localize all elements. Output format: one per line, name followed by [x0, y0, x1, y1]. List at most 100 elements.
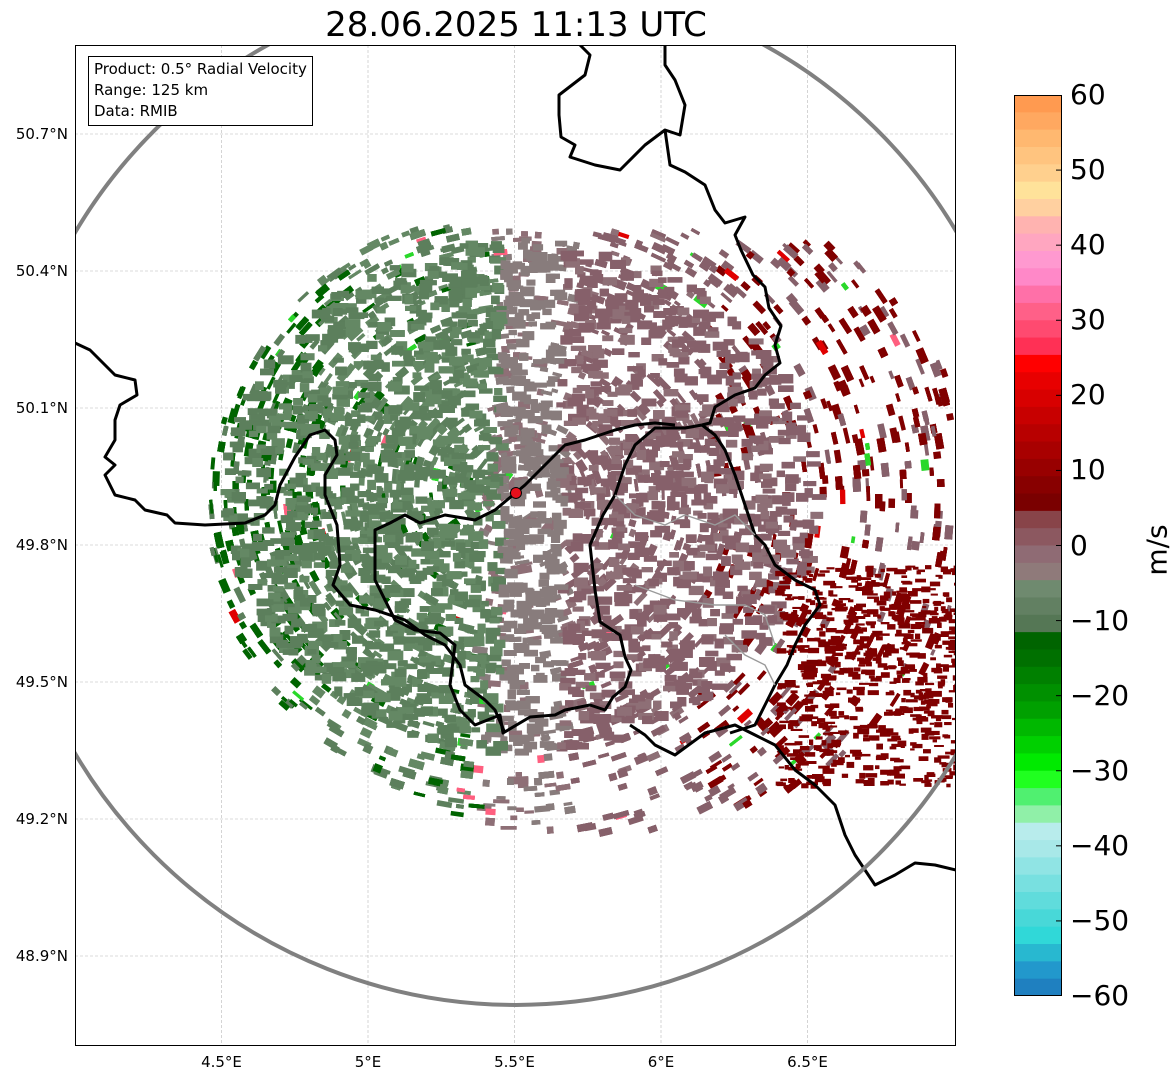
- radar-echo-gate: [861, 469, 870, 477]
- radar-echo-gate: [422, 592, 439, 606]
- radar-echo-gate: [647, 786, 658, 796]
- radar-echo-gate: [328, 724, 345, 738]
- radar-echo-gate: [223, 499, 228, 511]
- radar-echo-gate: [233, 586, 246, 604]
- radar-echo-gate: [610, 751, 627, 762]
- radar-echo-gate: [666, 328, 677, 338]
- radar-echo-gate: [732, 603, 745, 620]
- radar-echo-gate: [826, 457, 831, 464]
- radar-echo-gate: [317, 274, 328, 285]
- radar-echo-gate: [919, 532, 925, 544]
- radar-echo-gate: [428, 777, 444, 787]
- radar-echo-gate: [680, 494, 688, 510]
- radar-echo-gate: [833, 380, 842, 392]
- radar-echo-gate: [369, 684, 384, 695]
- radar-echo-gate: [888, 297, 899, 307]
- radar-echo-gate: [586, 641, 601, 652]
- radar-echo-gate: [394, 366, 410, 380]
- radar-echo-gate: [264, 521, 271, 529]
- radar-echo-gate: [742, 799, 753, 809]
- radar-echo-gate: [374, 390, 385, 401]
- radar-echo-gate: [534, 231, 542, 239]
- radar-echo-gate: [782, 243, 793, 253]
- radar-echo-gate: [343, 291, 355, 301]
- radar-echo-gate: [299, 701, 309, 710]
- radar-echo-gate: [384, 259, 394, 267]
- radar-echo-gate: [722, 763, 733, 772]
- radar-echo-gate: [323, 601, 332, 611]
- radar-echo-gate: [753, 777, 764, 787]
- radar-echo-gate: [228, 608, 242, 624]
- radar-echo-gate: [492, 228, 500, 235]
- map-panel[interactable]: [75, 45, 956, 1046]
- radar-echo-gate: [516, 807, 524, 813]
- radar-echo-gate: [656, 399, 664, 408]
- radar-echo-gate: [471, 764, 484, 774]
- radar-echo-gate: [749, 745, 758, 754]
- radar-echo-gate: [824, 248, 838, 262]
- radar-echo-gate: [566, 659, 584, 670]
- radar-echo-gate: [363, 390, 377, 405]
- radar-echo-gate: [672, 711, 682, 721]
- radar-echo-gate: [493, 799, 510, 804]
- radar-echo-gate: [704, 794, 713, 802]
- radar-echo-gate: [589, 293, 606, 305]
- radar-echo-gate: [270, 480, 277, 493]
- radar-echo-gate: [924, 386, 933, 402]
- radar-echo-gate: [513, 776, 529, 785]
- radar-echo-gate: [889, 692, 901, 707]
- radar-echo-gate: [837, 413, 847, 427]
- radar-echo-gate: [696, 701, 706, 710]
- radar-echo-gate: [278, 699, 290, 711]
- radar-echo-gate: [861, 539, 870, 549]
- radar-echo-gate: [736, 708, 753, 724]
- radar-echo-gate: [852, 464, 862, 480]
- radar-echo-gate: [929, 362, 942, 378]
- radar-echo-gate: [238, 620, 248, 630]
- radar-echo-gate: [740, 368, 754, 383]
- radar-echo-gate: [450, 754, 466, 762]
- radar-echo-gate: [323, 373, 333, 384]
- radar-echo-gate: [534, 805, 551, 813]
- radar-echo-gate: [339, 262, 351, 272]
- radar-echo-gate: [286, 322, 297, 334]
- radar-echo-gate: [600, 680, 612, 689]
- radar-echo-gate: [628, 528, 637, 538]
- radar-echo-gate: [356, 716, 366, 725]
- radar-echo-gate: [271, 648, 284, 662]
- radar-echo-gate: [905, 376, 916, 391]
- radar-echo-gate: [721, 304, 729, 312]
- radar-echo-gate: [596, 576, 608, 588]
- radar-echo-gate: [326, 267, 344, 283]
- radar-echo-gate: [877, 611, 886, 623]
- radar-echo-gate: [758, 717, 774, 732]
- radar-echo-gate: [380, 336, 392, 347]
- radar-echo-gate: [637, 752, 648, 763]
- map-canvas[interactable]: [75, 45, 956, 1046]
- radar-echo-gate: [347, 325, 362, 339]
- radar-echo-gate: [257, 639, 272, 655]
- radar-echo-gate: [312, 685, 326, 699]
- radar-echo-gate: [930, 648, 936, 656]
- radar-echo-gate: [248, 359, 259, 371]
- radar-echo-layer: [208, 224, 956, 837]
- radar-echo-gate: [852, 477, 862, 492]
- radar-echo-gate: [531, 436, 546, 444]
- radar-echo-gate: [602, 232, 619, 243]
- radar-echo-gate: [412, 456, 419, 465]
- radar-echo-gate: [242, 648, 253, 660]
- radar-echo-gate: [745, 250, 755, 260]
- radar-echo-gate: [216, 554, 224, 568]
- radar-echo-gate: [869, 375, 876, 384]
- radar-echo-gate: [259, 345, 272, 360]
- radar-echo-gate: [376, 486, 382, 496]
- radar-echo-gate: [364, 263, 380, 275]
- radar-echo-gate: [564, 805, 576, 815]
- radar-echo-gate: [753, 406, 761, 416]
- radar-echo-gate: [812, 424, 819, 434]
- radar-echo-gate: [236, 612, 246, 621]
- radar-echo-gate: [537, 754, 545, 764]
- radar-echo-gate: [877, 346, 889, 359]
- radar-echo-gate: [521, 231, 528, 237]
